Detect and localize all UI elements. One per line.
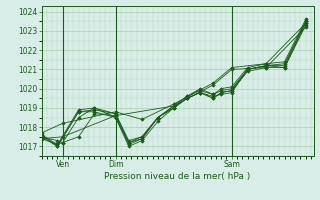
X-axis label: Pression niveau de la mer( hPa ): Pression niveau de la mer( hPa ) <box>104 172 251 181</box>
